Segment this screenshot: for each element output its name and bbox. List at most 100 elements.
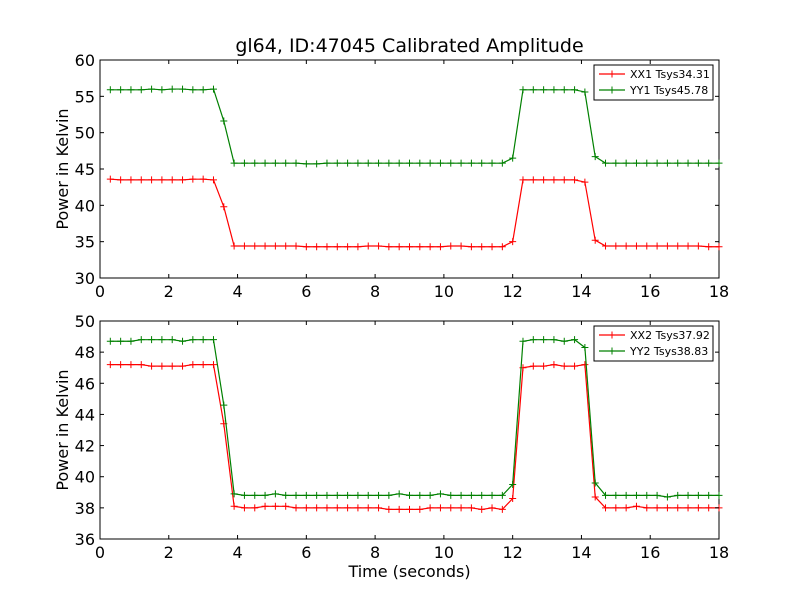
data-point-1-2: [591, 153, 599, 161]
data-point-1-2: [240, 159, 248, 167]
data-point-1-2: [488, 159, 496, 167]
data-point-2-2: [674, 491, 682, 499]
data-point-2-1: [313, 504, 321, 512]
y-tick-label: 46: [75, 374, 95, 393]
data-point-1-1: [240, 242, 248, 250]
data-point-1-1: [364, 242, 372, 250]
data-point-2-2: [663, 493, 671, 501]
data-point-1-1: [591, 236, 599, 244]
legend-marker: [608, 331, 616, 339]
data-point-1-2: [158, 86, 166, 94]
data-point-2-1: [550, 361, 558, 369]
data-point-2-2: [230, 490, 238, 498]
data-point-2-1: [498, 505, 506, 513]
data-point-1-1: [715, 243, 723, 251]
data-point-1-2: [313, 160, 321, 168]
data-point-1-1: [199, 175, 207, 183]
y-tick-label: 36: [75, 530, 95, 549]
data-point-1-2: [271, 159, 279, 167]
x-tick-label: 18: [709, 282, 729, 301]
data-point-2-1: [261, 502, 269, 510]
data-point-1-1: [117, 176, 125, 184]
data-point-1-2: [106, 86, 114, 94]
data-point-2-2: [168, 336, 176, 344]
data-point-2-2: [447, 491, 455, 499]
data-point-1-2: [209, 85, 217, 93]
data-point-2-1: [478, 505, 486, 513]
data-point-1-2: [643, 159, 651, 167]
data-point-2-1: [271, 502, 279, 510]
y-tick-label: 38: [75, 499, 95, 518]
data-point-2-2: [209, 336, 217, 344]
data-point-2-2: [416, 491, 424, 499]
data-point-1-2: [674, 159, 682, 167]
data-point-2-2: [519, 337, 527, 345]
legend-box-1: [593, 64, 714, 101]
data-point-2-1: [199, 361, 207, 369]
data-point-1-1: [127, 176, 135, 184]
data-point-2-1: [509, 495, 517, 503]
data-point-2-1: [302, 504, 310, 512]
data-point-1-1: [106, 175, 114, 183]
x-tick-label: 12: [502, 282, 522, 301]
data-point-1-2: [540, 86, 548, 94]
data-point-1-1: [694, 242, 702, 250]
x-tick-label: 14: [571, 282, 591, 301]
data-point-1-2: [426, 159, 434, 167]
data-point-2-2: [189, 336, 197, 344]
data-point-2-2: [540, 336, 548, 344]
data-point-1-1: [189, 175, 197, 183]
data-point-1-1: [137, 176, 145, 184]
data-point-2-2: [550, 336, 558, 344]
data-point-1-2: [653, 159, 661, 167]
data-point-2-2: [632, 491, 640, 499]
data-point-2-1: [375, 504, 383, 512]
data-point-2-2: [240, 491, 248, 499]
data-point-2-1: [529, 362, 537, 370]
data-point-2-1: [209, 361, 217, 369]
data-point-2-2: [292, 491, 300, 499]
data-point-2-1: [467, 504, 475, 512]
data-point-2-1: [395, 505, 403, 513]
data-point-1-2: [127, 86, 135, 94]
y-tick-label: 50: [75, 312, 95, 331]
x-tick-label: 16: [640, 282, 660, 301]
data-point-1-1: [354, 243, 362, 251]
data-point-2-1: [694, 504, 702, 512]
data-point-2-1: [251, 504, 259, 512]
y-tick-label: 35: [75, 233, 95, 252]
data-point-2-1: [426, 504, 434, 512]
data-point-1-1: [498, 243, 506, 251]
data-point-2-2: [313, 491, 321, 499]
data-point-1-1: [467, 243, 475, 251]
data-point-2-2: [478, 491, 486, 499]
data-point-2-1: [148, 362, 156, 370]
data-point-1-1: [509, 238, 517, 246]
data-point-2-1: [540, 362, 548, 370]
data-point-1-2: [478, 159, 486, 167]
data-point-2-1: [137, 361, 145, 369]
data-point-2-1: [622, 504, 630, 512]
data-point-1-2: [168, 85, 176, 93]
data-point-1-2: [684, 159, 692, 167]
data-point-1-1: [478, 243, 486, 251]
data-point-2-1: [581, 361, 589, 369]
data-point-1-1: [643, 242, 651, 250]
data-point-2-2: [323, 491, 331, 499]
data-point-2-2: [148, 336, 156, 344]
x-tick-label: 10: [434, 282, 454, 301]
data-point-1-1: [581, 178, 589, 186]
data-point-1-1: [612, 242, 620, 250]
data-point-1-2: [694, 159, 702, 167]
y-tick-label: 55: [75, 87, 95, 106]
data-point-1-2: [705, 159, 713, 167]
data-point-1-1: [416, 243, 424, 251]
data-point-1-2: [632, 159, 640, 167]
data-point-2-2: [333, 491, 341, 499]
data-point-1-1: [684, 242, 692, 250]
data-point-2-1: [457, 504, 465, 512]
data-point-2-1: [292, 504, 300, 512]
data-point-2-1: [560, 362, 568, 370]
data-point-2-1: [602, 504, 610, 512]
